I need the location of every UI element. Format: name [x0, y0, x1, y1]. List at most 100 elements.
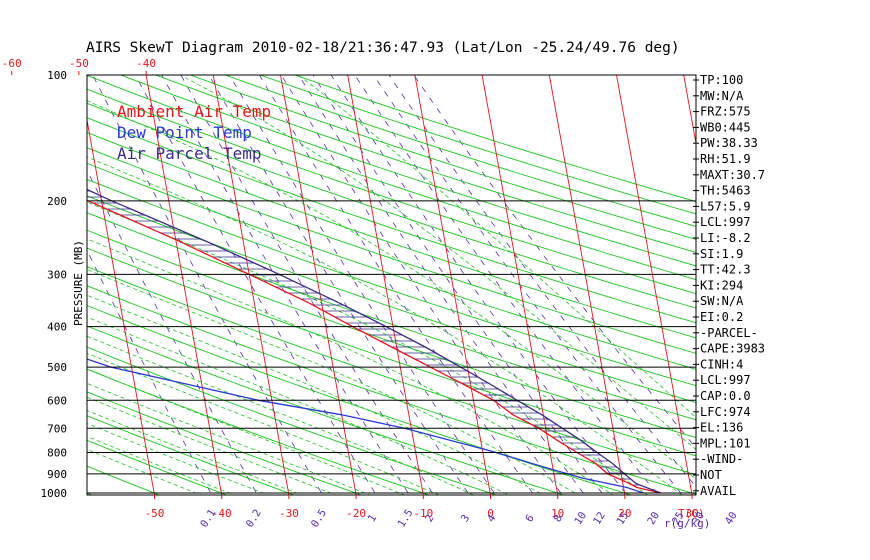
parcel-temp-line	[87, 188, 662, 494]
stability-index: TH:5463	[700, 184, 751, 198]
mixing-ratio-lines	[87, 75, 696, 495]
stability-index: TT:42.3	[700, 263, 751, 277]
stability-index: SW:N/A	[700, 294, 744, 308]
bottom-axis-unit: T(C)	[678, 507, 705, 520]
stability-index: CAPE:3983	[700, 342, 765, 356]
pressure-tick-label: 900	[47, 468, 67, 481]
mixing-ratio-tick-label: 0.2	[244, 507, 264, 529]
stability-index: EI:0.2	[700, 310, 743, 324]
bottom-temp-tick-label: 10	[551, 507, 564, 520]
isotherm-line	[414, 75, 491, 495]
mixing-ratio-tick-label: 2	[423, 513, 437, 525]
mixing-ratio-line	[229, 75, 497, 495]
isotherm-line	[751, 75, 827, 495]
bottom-temp-tick-label: 20	[618, 507, 631, 520]
dry-adiabat-line	[87, 212, 696, 421]
stability-index: AVAIL	[700, 484, 736, 498]
mixing-ratio-tick-label: 30	[690, 510, 707, 527]
dry-adiabat-line	[120, 75, 696, 267]
isotherm-line	[280, 75, 357, 495]
stability-index: TP:100	[700, 73, 743, 87]
bottom-temp-tick-label: -40	[212, 507, 232, 520]
stability-index: LCL:997	[700, 373, 751, 387]
dry-adiabat-line	[87, 102, 696, 309]
pressure-tick-label: 800	[47, 446, 67, 459]
stability-index: MW:N/A	[700, 89, 744, 103]
mixing-ratio-tick-label: 40	[723, 510, 740, 527]
mixing-ratio-line	[312, 75, 604, 495]
mixing-ratio-line	[208, 75, 470, 495]
mixing-ratio-line	[280, 75, 563, 495]
isotherm-line	[347, 75, 424, 495]
stability-index: MPL:101	[700, 436, 751, 450]
stability-index: KI:294	[700, 278, 743, 292]
chart-title: AIRS SkewT Diagram 2010-02-18/21:36:47.9…	[86, 40, 680, 56]
bottom-temp-tick-label: 30	[685, 507, 698, 520]
mixing-ratio-tick-label: 1	[366, 513, 380, 525]
mixing-ratio-line	[354, 75, 659, 495]
moist-adiabat-line	[87, 100, 696, 480]
stability-index: FRZ:575	[700, 105, 751, 119]
bottom-temp-tick-label: -10	[413, 507, 433, 520]
mixing-ratio-unit: r(g/kg)	[664, 517, 710, 530]
isotherm-line	[87, 117, 155, 495]
pressure-tick-labels: 100 200 300 400 500 600 700 800 900 1000	[41, 69, 68, 500]
mixing-ratio-line	[161, 75, 410, 495]
mixing-ratio-line	[373, 75, 683, 495]
legend-entry: Air Parcel Temp	[117, 144, 262, 163]
stability-index: PW:38.33	[700, 136, 758, 150]
pressure-tick-label: 200	[47, 195, 67, 208]
mixing-ratio-line	[87, 169, 258, 495]
stability-index: LCL:997	[700, 215, 751, 229]
stability-index: CINH:4	[700, 357, 743, 371]
dry-adiabat-line	[155, 75, 696, 253]
bottom-temp-tick-label: -20	[346, 507, 366, 520]
mixing-ratio-line	[298, 75, 586, 495]
ambient-temp-line	[87, 199, 661, 494]
mixing-ratio-tick-label: 25	[670, 510, 687, 527]
isobars	[87, 200, 696, 494]
top-temp-tick-label: -50	[69, 57, 89, 70]
isotherm-line	[548, 75, 626, 495]
mixing-ratio-tick-label: 6	[523, 513, 537, 525]
stability-index: EL:136	[700, 421, 743, 435]
pressure-tick-label: 1000	[41, 487, 68, 500]
stability-index: L57:5.9	[700, 199, 751, 213]
pressure-tick-label: 300	[47, 268, 67, 281]
stability-index: -WIND-	[700, 452, 743, 466]
mixing-ratio-tick-label: 12	[591, 510, 608, 527]
dry-adiabat-line	[0, 75, 45, 504]
mixing-ratio-tick-label: 8	[551, 513, 565, 525]
isotherm-line	[145, 75, 223, 495]
dry-adiabat-line	[87, 132, 696, 339]
dry-adiabat-line	[87, 162, 696, 370]
bottom-temp-tick-label: -50	[145, 507, 165, 520]
isotherm-line	[818, 75, 870, 495]
pressure-tick-label: 100	[47, 69, 67, 82]
stability-index: MAXT:30.7	[700, 168, 765, 182]
stability-index: RH:51.9	[700, 152, 751, 166]
stability-index: SI:1.9	[700, 247, 743, 261]
dry-adiabat-line	[87, 178, 696, 387]
stability-index: LI:-8.2	[700, 231, 751, 245]
mixing-ratio-line	[259, 75, 535, 495]
dry-adiabat-line	[87, 75, 696, 281]
dry-adiabat-line	[87, 195, 696, 403]
top-temp-tick-label: -60	[2, 57, 22, 70]
mixing-ratio-tick-label: 10	[572, 510, 589, 527]
isotherm-line	[212, 75, 290, 495]
dry-adiabat-line	[87, 147, 696, 354]
isotherm-line	[0, 75, 20, 495]
dry-adiabat-line	[87, 88, 696, 295]
cape-hatching	[87, 190, 640, 486]
bottom-temp-tick-label: -30	[279, 507, 299, 520]
legend-entry: Dew Point Temp	[117, 123, 252, 142]
moist-adiabat-line	[87, 238, 614, 495]
moist-adiabat-line	[87, 156, 683, 495]
mixing-ratio-tick-label: 0.5	[309, 507, 329, 529]
pressure-tick-label: 600	[47, 394, 67, 407]
pressure-tick-label: 500	[47, 361, 67, 374]
y-axis-label: PRESSURE (MB)	[72, 240, 85, 326]
